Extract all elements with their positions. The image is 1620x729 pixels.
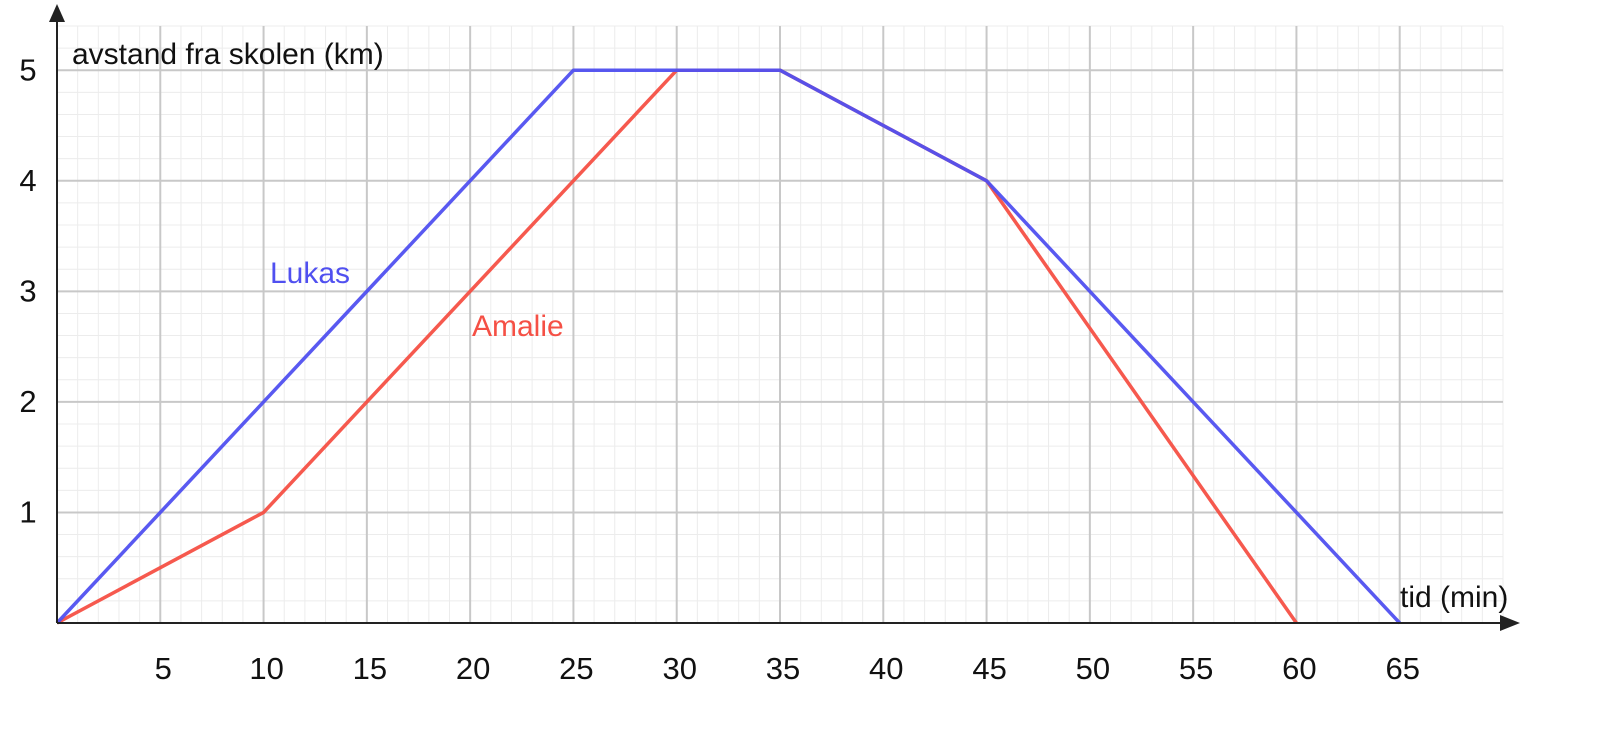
x-tick-label: 40 bbox=[869, 651, 903, 686]
series-label: Lukas bbox=[270, 257, 350, 290]
y-tick-label: 2 bbox=[19, 384, 36, 419]
x-tick-label: 60 bbox=[1282, 651, 1316, 686]
y-axis-label: avstand fra skolen (km) bbox=[72, 38, 384, 71]
x-tick-label: 35 bbox=[766, 651, 800, 686]
x-tick-label: 25 bbox=[559, 651, 593, 686]
line bbox=[55, 68, 1401, 625]
x-tick-label: 20 bbox=[456, 651, 490, 686]
x-tick-label: 65 bbox=[1385, 651, 1419, 686]
plot bbox=[55, 68, 1401, 625]
y-tick-label: 4 bbox=[19, 163, 36, 198]
x-tick-label: 15 bbox=[353, 651, 387, 686]
x-tick-label: 50 bbox=[1076, 651, 1110, 686]
x-axis-label: tid (min) bbox=[1400, 581, 1508, 614]
y-tick-label: 5 bbox=[19, 52, 36, 87]
x-tick-label: 45 bbox=[972, 651, 1006, 686]
x-tick-label: 10 bbox=[249, 651, 283, 686]
x-tick-label: 5 bbox=[155, 651, 172, 686]
y-tick-label: 3 bbox=[19, 274, 36, 309]
y-axis-arrow bbox=[49, 4, 65, 22]
y-tick-label: 1 bbox=[19, 495, 36, 530]
x-tick-label: 30 bbox=[662, 651, 696, 686]
x-tick-label: 55 bbox=[1179, 651, 1213, 686]
grid bbox=[57, 25, 1504, 623]
x-axis-arrow bbox=[1500, 615, 1520, 631]
series-label: Amalie bbox=[472, 310, 564, 343]
